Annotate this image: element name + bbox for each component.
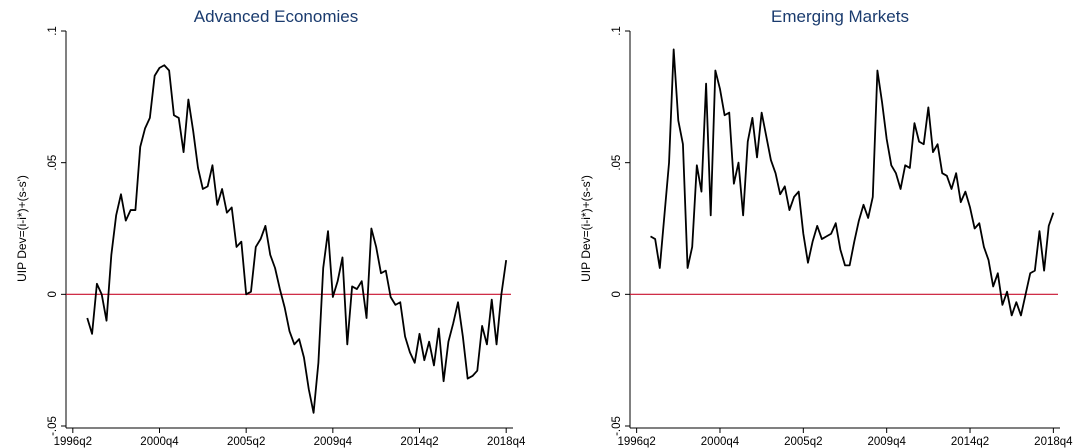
x-tick-label: 2005q2 <box>227 436 265 448</box>
y-axis-label: UIP Dev=(i-i*)+(s-s') <box>579 175 593 282</box>
x-tick-label: 2018q4 <box>1034 436 1073 448</box>
panel-emerging-markets: Emerging Markets UIP Dev=(i-i*)+(s-s') -.0… <box>579 7 1073 448</box>
y-tick-label: 0 <box>611 291 623 297</box>
x-tick-label: 2014q2 <box>400 436 438 448</box>
series-line-0 <box>86 64 508 414</box>
y-tick-label: .05 <box>611 155 623 171</box>
x-tick-label: 2000q4 <box>140 436 179 448</box>
x-tick-label: 1996q2 <box>54 436 92 448</box>
x-tick-label: 2018q4 <box>487 436 526 448</box>
y-tick-label: -.05 <box>611 416 623 436</box>
chart-title: Emerging Markets <box>771 7 909 26</box>
x-tick-label: 2005q2 <box>784 436 822 448</box>
x-tick-label: 2014q2 <box>951 436 989 448</box>
y-tick-label: .1 <box>611 26 623 36</box>
y-tick-label: 0 <box>47 291 59 297</box>
chart-title: Advanced Economies <box>194 7 358 26</box>
x-tick-label: 2009q4 <box>867 436 906 448</box>
y-tick-label: .05 <box>47 155 59 171</box>
y-axis-label: UIP Dev=(i-i*)+(s-s') <box>15 175 29 282</box>
panel-advanced-economies: Advanced Economies UIP Dev=(i-i*)+(s-s') -… <box>15 7 526 448</box>
y-tick-label: .1 <box>47 26 59 36</box>
series-line-0 <box>650 48 1055 317</box>
x-tick-label: 2009q4 <box>314 436 353 448</box>
y-tick-label: -.05 <box>47 416 59 436</box>
x-tick-label: 2000q4 <box>701 436 740 448</box>
x-tick-label: 1996q2 <box>617 436 655 448</box>
